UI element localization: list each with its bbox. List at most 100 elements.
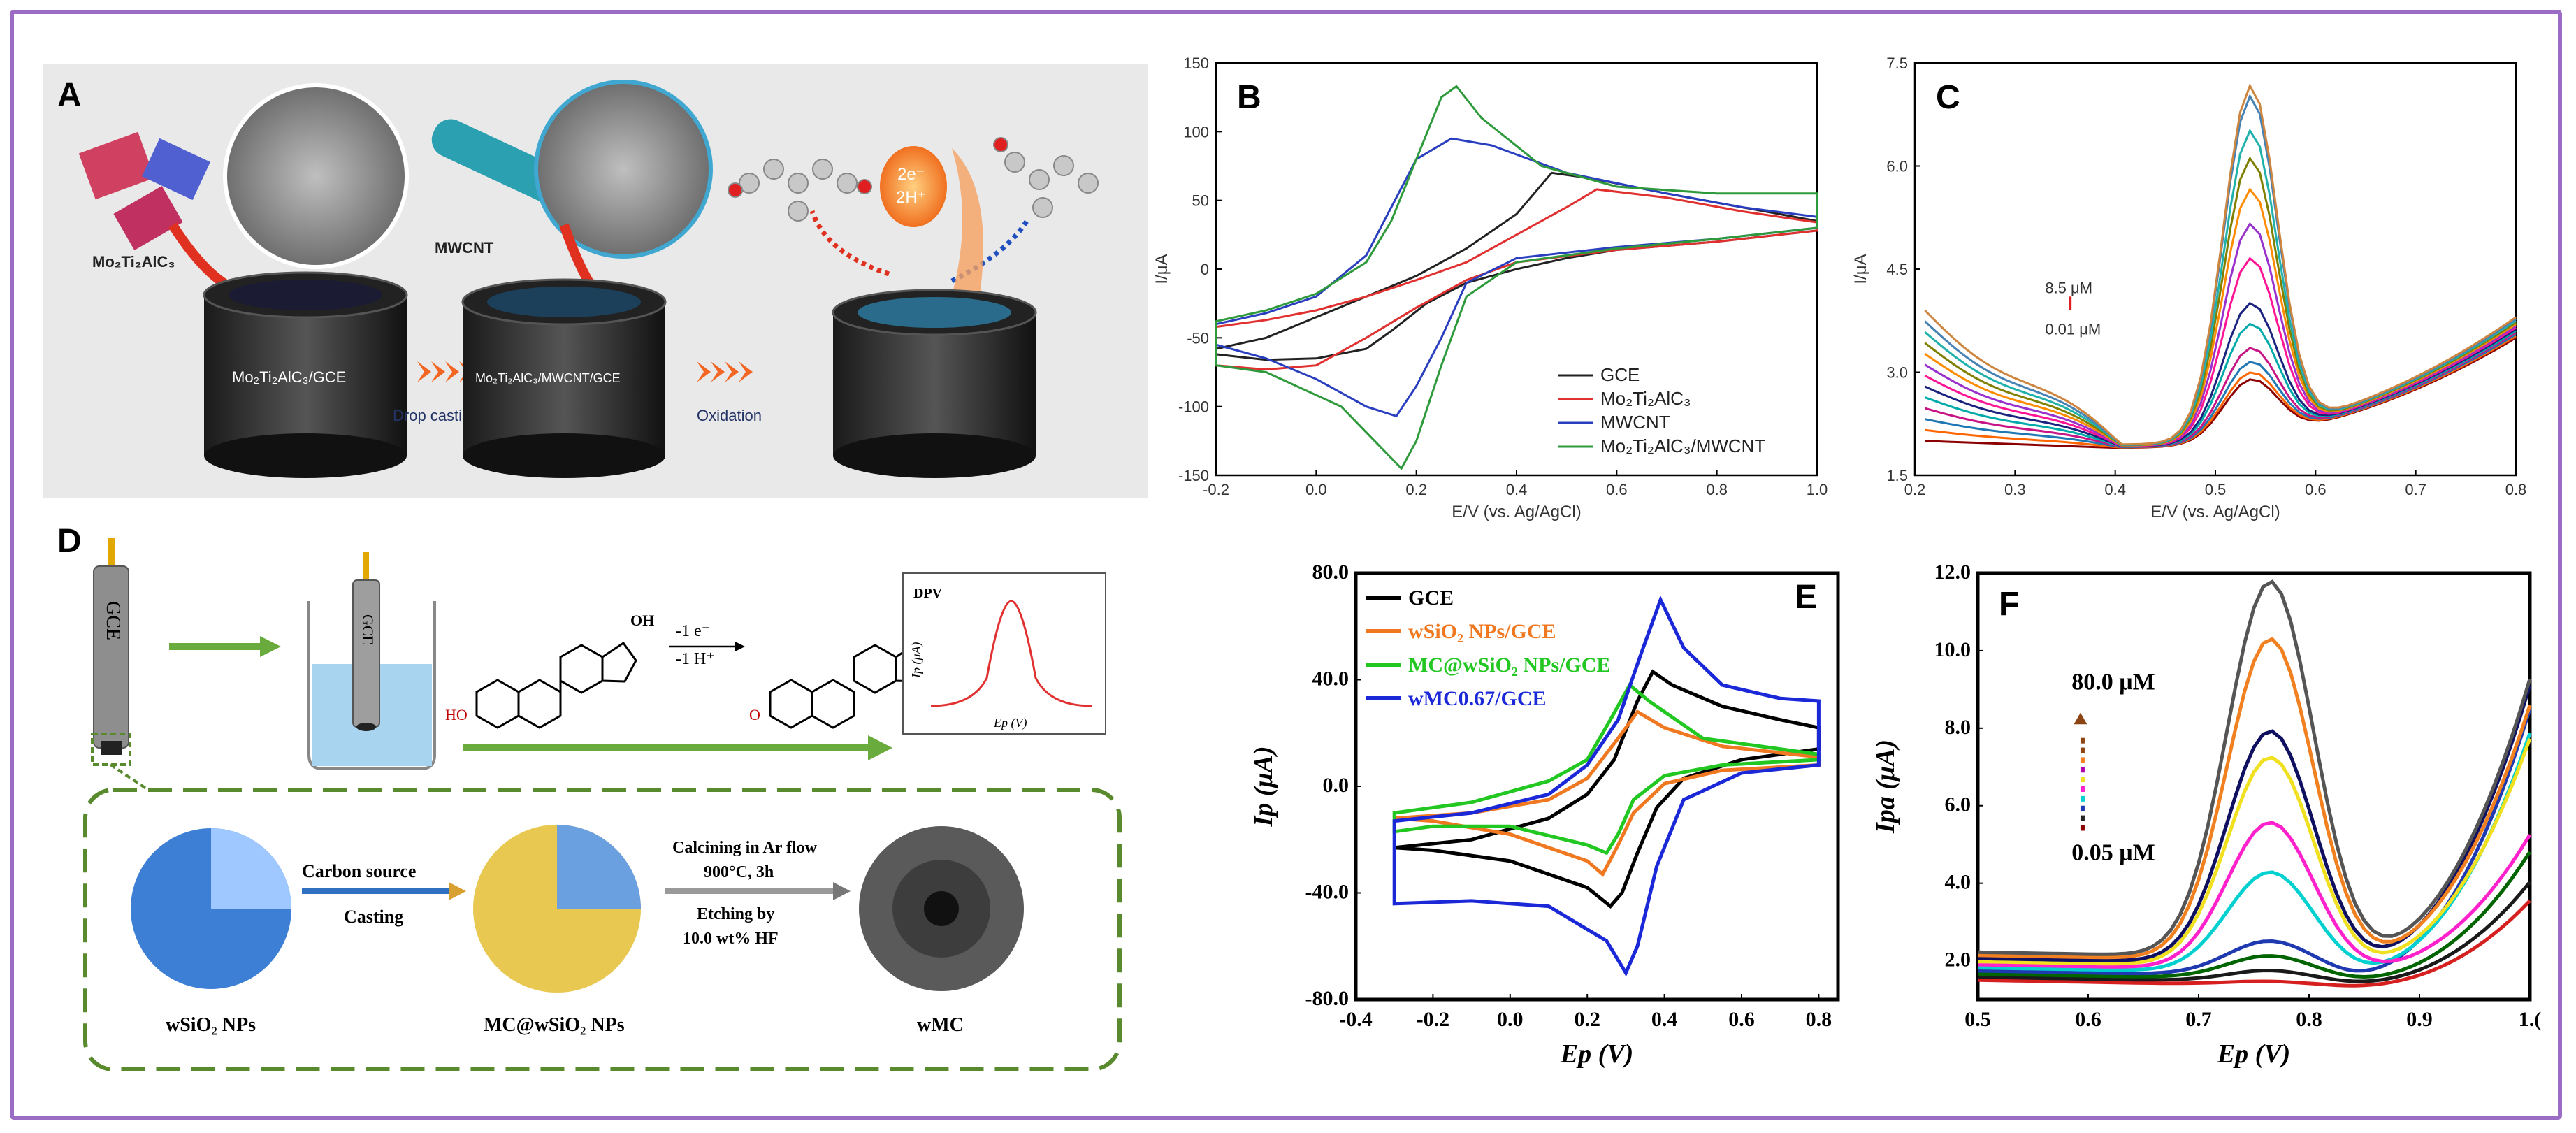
sem-image-2 (534, 80, 713, 259)
x-tick-label: 0.6 (2075, 1008, 2101, 1031)
panel-label-f: F (1999, 586, 2019, 623)
o-label: O (749, 706, 760, 723)
protons-label: 2H⁺ (896, 188, 926, 207)
x-tick-label: 0.9 (2406, 1008, 2433, 1031)
y-axis-label: I/μA (1152, 254, 1171, 284)
annotation-bottom: 0.01 μM (2045, 320, 2101, 338)
legend-label-0: GCE (1600, 364, 1640, 385)
sem-image-1 (223, 83, 409, 269)
x-tick-label: 0.4 (1506, 481, 1528, 498)
y-tick-label: 0 (1201, 261, 1209, 278)
cv-curve-2 (1392, 682, 1821, 856)
x-tick-label: 0.7 (2185, 1008, 2212, 1031)
concentration-arrow-dot (2080, 795, 2085, 802)
electrode-cylinder-2 (461, 278, 667, 478)
dpv-curve-9 (1977, 579, 2532, 956)
electrode-cylinder-1 (203, 271, 408, 478)
x-tick-label: 0.2 (1574, 1008, 1600, 1031)
y-tick-label: -150 (1178, 467, 1209, 484)
y-tick-label: 80.0 (1312, 561, 1349, 584)
step-temp-label: 900°C, 3h (704, 863, 774, 881)
y-tick-label: -50 (1187, 329, 1209, 347)
rxn-proton-label: -1 H⁺ (676, 650, 715, 668)
x-tick-label: 1.0 (1807, 481, 1828, 498)
gce-beaker-label: GCE (359, 614, 377, 645)
step2-label: Oxidation (697, 407, 762, 424)
step-casting-label: Casting (344, 907, 403, 927)
concentration-arrow-dot (2080, 805, 2085, 811)
y-tick-label: -40.0 (1305, 881, 1349, 904)
gce-rod-label: GCE (102, 601, 124, 640)
legend-label-1: wSiO₂ NPs/GCE (1408, 620, 1556, 643)
dpv-curve-0 (1977, 899, 2531, 988)
concentration-arrow-dot (2080, 737, 2085, 744)
dpv-curve-8 (1977, 637, 2532, 960)
rxn-arrowhead (735, 642, 745, 651)
x-tick-label: 0.5 (1964, 1008, 1991, 1031)
y-tick-label: 0.0 (1323, 774, 1349, 797)
concentration-arrow-dot (2080, 767, 2085, 773)
molecule-product-icon (728, 159, 872, 222)
panel-label-e: E (1795, 579, 1817, 616)
figure-frame (10, 10, 2562, 1120)
panel-label-a: A (57, 77, 82, 114)
x-axis-label: Ep (V) (2217, 1039, 2291, 1069)
x-tick-label: -0.2 (1203, 481, 1229, 498)
y-axis-label: Ip (μA) (1249, 746, 1278, 827)
molecule-reactant-icon (993, 137, 1099, 218)
y-tick-label: 6.0 (1886, 158, 1908, 175)
panel-d: D GCE GCE HO OH -1 e⁻ -1 H⁺ O OH (57, 523, 1122, 1071)
nanotube-icon (431, 119, 563, 202)
cv-curve-1 (1215, 188, 1818, 371)
dpv-xlabel: Ep (V) (993, 716, 1027, 730)
x-tick-label: 0.4 (2104, 481, 2126, 498)
material2-label: MC@wSiO₂ NPs (484, 1014, 625, 1036)
x-tick-label: 0.8 (1706, 481, 1728, 498)
flame-icon (952, 148, 983, 295)
x-tick-label: 0.7 (2405, 481, 2426, 498)
beaker-icon (307, 552, 436, 770)
x-tick-label: 0.6 (2305, 481, 2327, 498)
y-tick-label: -100 (1178, 398, 1209, 416)
material1-label: wSiO₂ NPs (166, 1014, 256, 1036)
x-tick-label: 0.0 (1497, 1008, 1524, 1031)
electrode-cylinder-3 (832, 289, 1037, 478)
annotation-bottom: 0.05 μM (2071, 839, 2155, 865)
y-tick-label: 40.0 (1312, 667, 1349, 691)
y-tick-label: 7.5 (1886, 55, 1908, 72)
x-axis-label: E/V (vs. Ag/AgCl) (2150, 503, 2280, 521)
y-tick-label: 4.5 (1886, 261, 1908, 278)
green-arrowhead-1 (260, 636, 281, 657)
panel-label-d: D (57, 523, 82, 560)
y-tick-label: 100 (1183, 123, 1209, 140)
x-tick-label: 0.0 (1305, 481, 1327, 498)
x-tick-label: 0.8 (2296, 1008, 2322, 1031)
estradiol-structure-icon (475, 641, 637, 729)
electrons-label: 2e⁻ (897, 165, 925, 184)
concentration-arrow-dot (2080, 757, 2085, 763)
x-tick-label: 0.6 (1728, 1008, 1755, 1031)
dpv-curve-2 (1977, 851, 2532, 979)
concentration-arrowhead (2074, 712, 2087, 725)
mat1-label: Mo₂Ti₂AlC₃ (92, 253, 175, 270)
synthesis-box (83, 788, 1122, 1071)
x-tick-label: 0.5 (2205, 481, 2227, 498)
x-tick-label: 0.2 (1904, 481, 1926, 498)
dpv-curve-2 (1925, 333, 2517, 449)
chart-c: 0.2 0.3 0.4 0.5 0.6 0.7 0.8 1.5 3.0 4.5 6.0 7.5 E/V … (1851, 55, 2527, 521)
x-tick-label: 0.2 (1405, 481, 1427, 498)
step-etch-label: Etching by (697, 905, 774, 923)
cv-curve-3 (1215, 85, 1818, 470)
x-tick-label: 0.8 (2505, 481, 2527, 498)
dpv-curve-4 (1977, 733, 2532, 972)
x-tick-label: 0.4 (1651, 1008, 1678, 1031)
y-tick-label: 4.0 (1945, 871, 1971, 894)
legend-label-3: Mo₂Ti₂AlC₃/MWCNT (1600, 435, 1765, 456)
dpv-title: DPV (913, 586, 943, 601)
x-tick-label: -0.2 (1417, 1008, 1449, 1031)
rxn-electron-label: -1 e⁻ (676, 622, 710, 640)
x-tick-label: 1.( (2519, 1008, 2542, 1031)
y-tick-label: 150 (1183, 55, 1209, 72)
material3-label: wMC (917, 1014, 964, 1036)
dpv-curve-5 (1977, 821, 2532, 969)
